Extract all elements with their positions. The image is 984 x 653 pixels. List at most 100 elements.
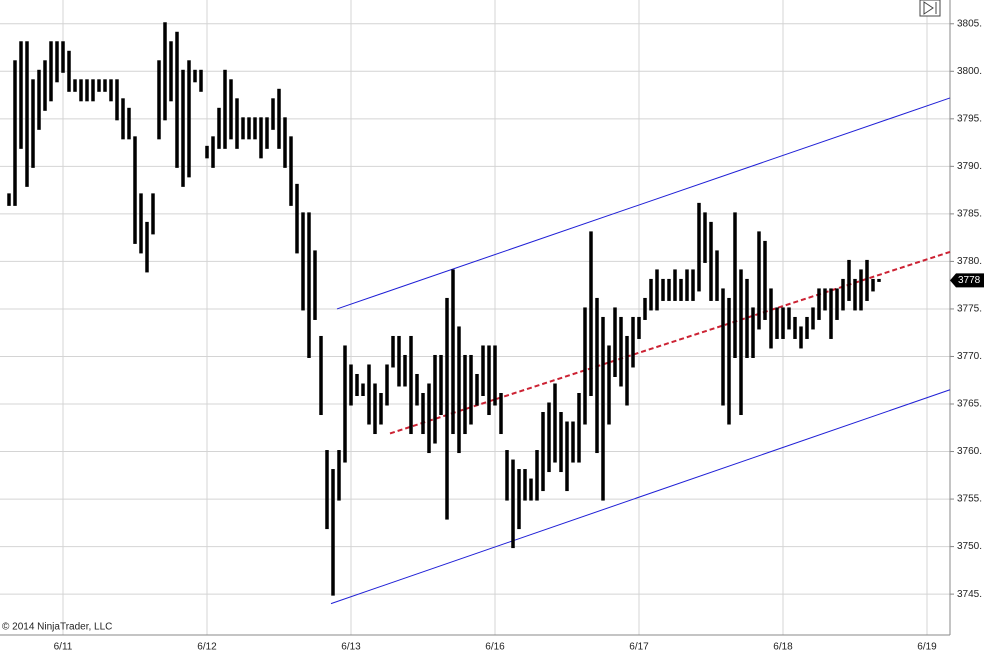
channel-line: [330, 389, 951, 605]
price-bar: [205, 145, 209, 159]
y-tick-label: 3765.: [957, 399, 982, 410]
y-tick-label: 3785.: [957, 209, 982, 220]
price-bar: [643, 297, 647, 320]
price-bar: [115, 79, 119, 121]
price-bar: [595, 297, 599, 454]
icon-frame[interactable]: [919, 0, 941, 17]
price-bar: [265, 117, 269, 149]
price-bar: [355, 373, 359, 396]
price-bar: [397, 335, 401, 387]
price-bar: [337, 450, 341, 501]
price-bar: [259, 117, 263, 159]
price-bar: [847, 259, 851, 301]
price-bar: [529, 478, 533, 501]
price-bar: [343, 345, 347, 463]
price-bar: [625, 335, 629, 406]
price-bar: [13, 60, 17, 206]
price-bar: [157, 60, 161, 140]
icon-arrow[interactable]: [923, 1, 934, 15]
y-tick-label: 3770.: [957, 351, 982, 362]
price-bar: [865, 259, 869, 301]
price-bar: [739, 269, 743, 416]
price-bar: [661, 278, 665, 301]
y-tick-label: 3745.: [957, 589, 982, 600]
price-bar: [25, 41, 29, 187]
price-bar: [427, 383, 431, 454]
price-bar: [757, 231, 761, 330]
price-bar: [37, 69, 41, 130]
y-tick-label: 3805.: [957, 18, 982, 29]
price-bar: [649, 278, 653, 311]
price-bar: [793, 316, 797, 339]
price-bar: [145, 221, 149, 273]
price-bar: [721, 288, 725, 406]
price-bar: [163, 22, 167, 121]
price-bar: [367, 364, 371, 425]
price-bar: [235, 98, 239, 149]
price-bar: [229, 79, 233, 140]
price-bar: [295, 183, 299, 254]
price-bar: [103, 79, 107, 92]
price-bar: [277, 88, 281, 149]
channel-line: [336, 97, 951, 310]
price-bar: [607, 345, 611, 425]
x-tick-label: 6/18: [773, 642, 793, 653]
price-bar: [499, 392, 503, 435]
price-bar: [55, 41, 59, 83]
price-bar: [319, 335, 323, 416]
price-bar: [775, 307, 779, 339]
price-bar: [85, 79, 89, 102]
x-tick-label: 6/11: [54, 642, 73, 653]
last-price-label: 3778: [958, 275, 981, 286]
price-bar: [799, 326, 803, 349]
price-bar: [871, 278, 875, 292]
price-bar: [583, 307, 587, 425]
price-bar: [289, 136, 293, 206]
price-bar: [685, 269, 689, 301]
price-bar: [307, 212, 311, 358]
y-tick-label: 3750.: [957, 541, 982, 552]
price-bar: [457, 326, 461, 454]
price-bar: [313, 250, 317, 320]
price-bar: [541, 412, 545, 492]
x-tick-label: 6/16: [485, 642, 505, 653]
price-bar: [823, 288, 827, 311]
x-tick-label: 6/13: [341, 642, 361, 653]
price-bar: [787, 307, 791, 330]
price-bar: [769, 288, 773, 349]
price-bar: [73, 79, 77, 92]
scroll-end-icon[interactable]: [919, 0, 941, 17]
price-bar: [253, 117, 257, 140]
price-bar: [283, 117, 287, 168]
price-bar: [469, 354, 473, 425]
price-bar: [589, 231, 593, 396]
price-bar: [691, 269, 695, 301]
price-bar: [139, 193, 143, 254]
price-bar: [619, 316, 623, 387]
price-bar: [331, 469, 335, 596]
price-bar: [805, 316, 809, 339]
price-bar: [91, 79, 95, 102]
y-tick-label: 3755.: [957, 494, 982, 505]
price-bar: [505, 450, 509, 501]
price-bar: [859, 269, 863, 311]
price-bar: [61, 41, 65, 73]
price-bar: [421, 392, 425, 435]
y-tick-label: 3800.: [957, 66, 982, 77]
price-bar: [601, 316, 605, 501]
price-bar: [451, 269, 455, 435]
price-bar: [631, 316, 635, 368]
price-bar: [817, 288, 821, 320]
price-bar: [751, 307, 755, 358]
price-bar: [481, 345, 485, 396]
price-bar: [151, 193, 155, 235]
price-bar: [121, 98, 125, 140]
x-tick-label: 6/19: [917, 642, 937, 653]
price-bar: [697, 202, 701, 292]
price-bar: [877, 278, 881, 282]
price-bar: [511, 459, 515, 549]
price-bar: [391, 335, 395, 368]
price-bar: [679, 278, 683, 301]
y-tick-label: 3795.: [957, 113, 982, 124]
